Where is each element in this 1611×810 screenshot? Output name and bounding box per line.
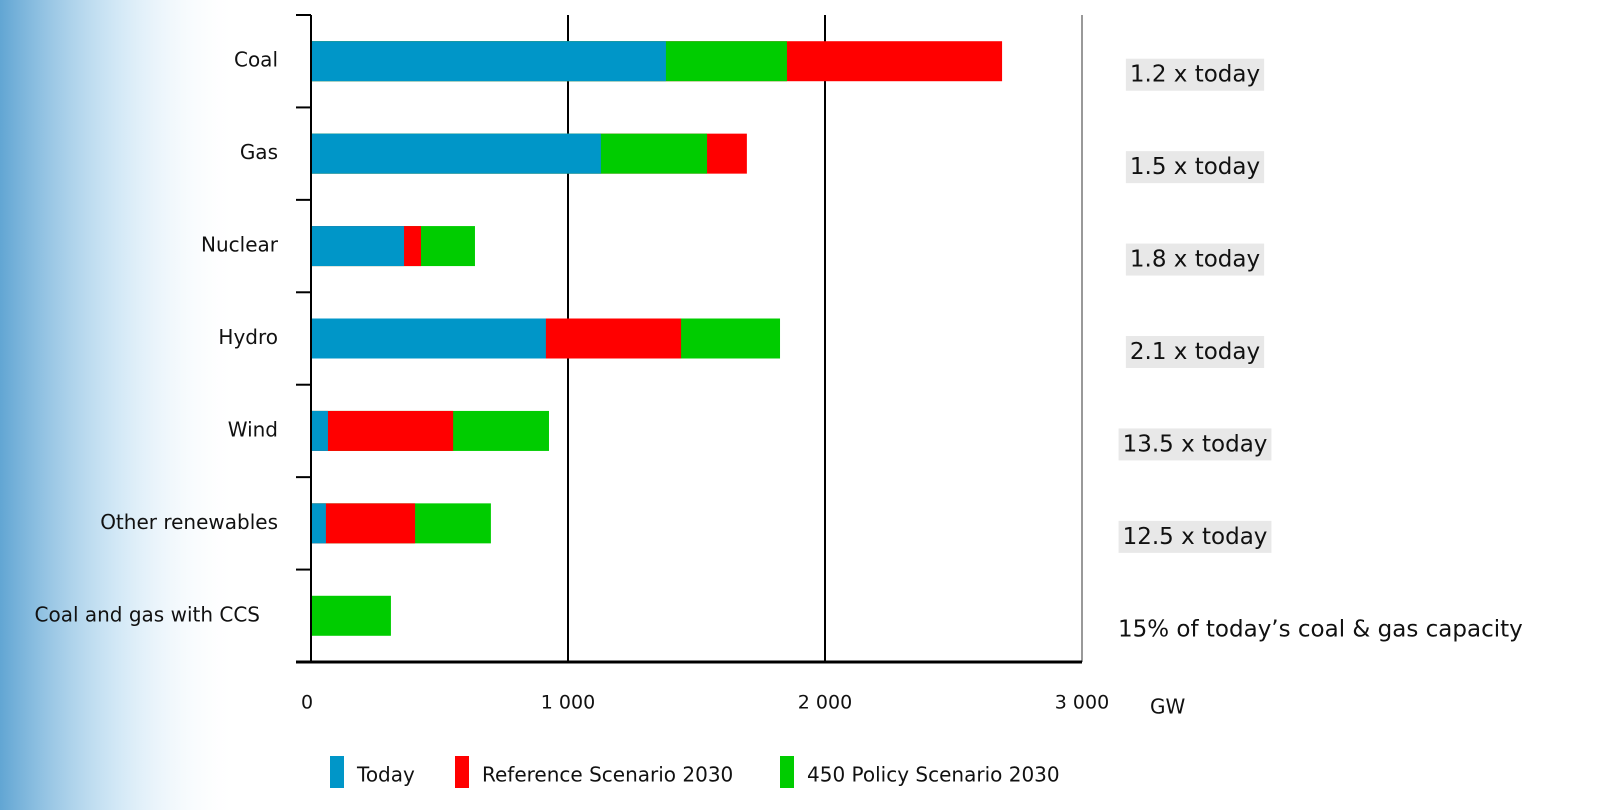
x-tick-label: 3 000 [1055, 692, 1109, 714]
annotation-box [1125, 243, 1265, 276]
annotation: 1.8 x today [1130, 247, 1260, 273]
y-tick-label: Other renewables [100, 510, 278, 534]
legend-label: Reference Scenario 2030 [482, 763, 733, 787]
x-axis-label: GW [1150, 695, 1185, 719]
bar [311, 503, 416, 544]
bar [311, 226, 405, 267]
annotation: 2.1 x today [1130, 339, 1260, 365]
x-tick-label: 0 [301, 692, 313, 714]
bar [311, 595, 391, 636]
annotation-box [1125, 58, 1265, 91]
bar [311, 41, 666, 82]
x-tick-label: 1 000 [541, 692, 595, 714]
annotation: 15% of today’s coal & gas capacity [1118, 616, 1523, 642]
legend-swatch [780, 756, 794, 788]
annotation-box [1125, 151, 1265, 184]
y-tick-label: Hydro [218, 325, 278, 349]
legend-label: 450 Policy Scenario 2030 [807, 763, 1060, 787]
annotation-box [1125, 336, 1265, 368]
annotation-box [1118, 428, 1272, 461]
bar [311, 133, 601, 174]
y-tick-label: Coal and gas with CCS [35, 602, 261, 626]
background-decoration [0, 0, 240, 810]
x-tick-label: 2 000 [798, 692, 852, 714]
y-tick-label: Coal [234, 48, 278, 72]
annotation: 12.5 x today [1123, 524, 1268, 550]
y-tick-label: Gas [240, 140, 278, 164]
legend-swatch [455, 756, 469, 788]
y-tick-label: Wind [228, 417, 278, 441]
bar [311, 410, 328, 451]
bar [311, 410, 454, 451]
bar [311, 318, 546, 359]
legend-label: Today [356, 763, 415, 787]
legend-swatch [330, 756, 344, 788]
annotation: 1.5 x today [1130, 154, 1260, 180]
annotation: 1.2 x today [1130, 62, 1260, 88]
bar [311, 503, 326, 544]
annotation-box [1118, 520, 1272, 553]
y-tick-label: Nuclear [201, 233, 279, 257]
annotation: 13.5 x today [1123, 431, 1268, 457]
